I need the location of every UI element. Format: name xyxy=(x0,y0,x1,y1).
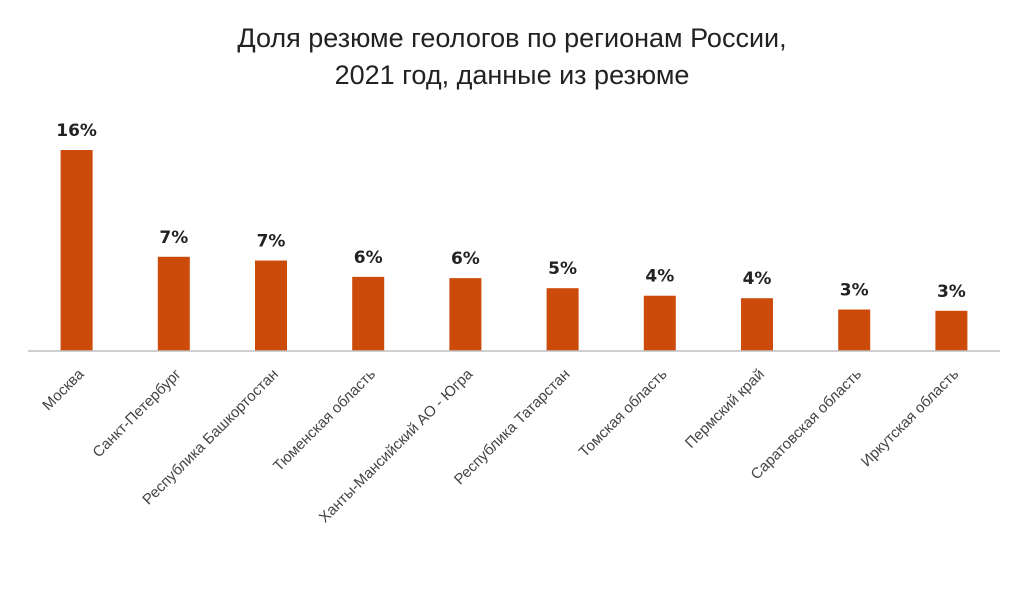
value-label-4: 6% xyxy=(354,248,383,268)
bar-8 xyxy=(741,298,773,351)
bar-3 xyxy=(255,260,287,351)
value-label-10: 3% xyxy=(937,282,966,302)
category-label-10: Иркутская область xyxy=(858,366,963,471)
category-label-5: Ханты-Мансийский АО - Югра xyxy=(316,365,477,526)
category-label-2: Санкт-Петербург xyxy=(89,365,185,461)
value-labels-group: 16% 7% 7% 6% 6% 5% 4% 4% 3% 3% xyxy=(56,121,966,302)
chart-title-line-2: 2021 год, данные из резюме xyxy=(335,60,690,90)
value-label-3: 7% xyxy=(257,232,286,252)
chart-title-line-1: Доля резюме геологов по регионам России, xyxy=(237,23,786,53)
value-label-2: 7% xyxy=(159,228,188,248)
bar-2 xyxy=(157,256,190,351)
value-label-7: 4% xyxy=(645,267,674,287)
bars-group xyxy=(60,150,968,351)
value-label-8: 4% xyxy=(743,269,772,289)
bar-7 xyxy=(643,295,676,351)
bar-1 xyxy=(60,150,93,351)
category-label-8: Пермский край xyxy=(682,366,768,452)
value-label-6: 5% xyxy=(548,259,577,279)
bar-4 xyxy=(352,276,385,351)
bar-5 xyxy=(449,278,482,351)
category-label-1: Москва xyxy=(39,365,88,414)
category-label-4: Тюменская область xyxy=(270,366,379,475)
value-label-9: 3% xyxy=(840,281,869,301)
value-label-1: 16% xyxy=(56,121,97,141)
category-label-7: Томская область xyxy=(576,366,671,461)
bar-10 xyxy=(935,310,968,351)
bar-9 xyxy=(838,309,871,351)
bar-6 xyxy=(546,288,579,351)
value-label-5: 6% xyxy=(451,249,480,269)
category-label-9: Саратовская область xyxy=(748,366,866,484)
